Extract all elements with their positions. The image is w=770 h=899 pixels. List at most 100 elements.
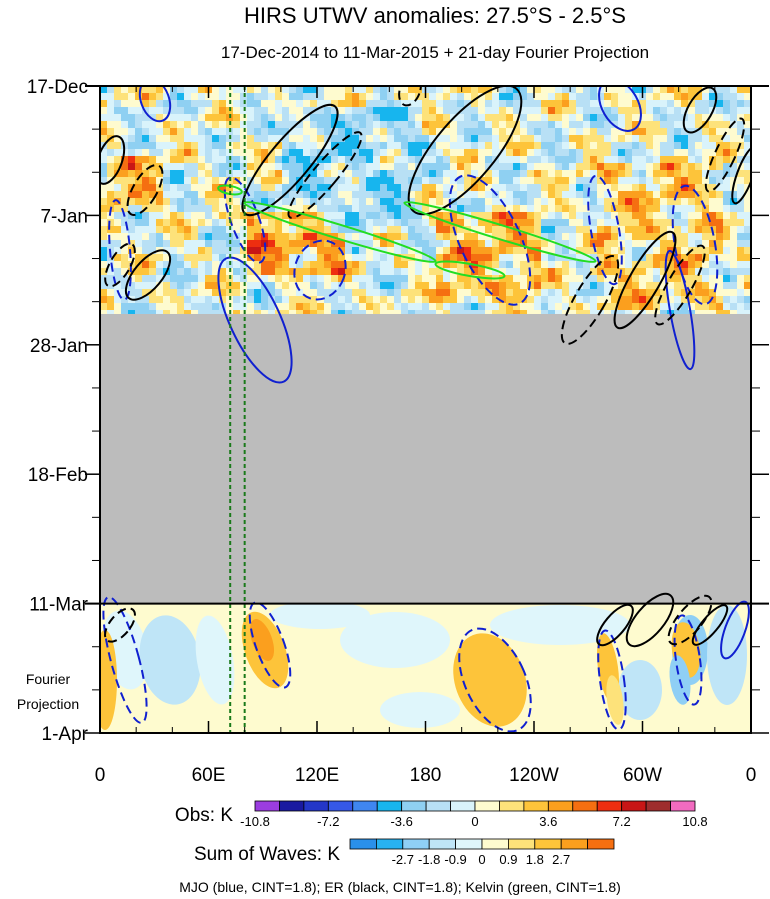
obs-cell [114, 219, 122, 227]
obs-cell [730, 303, 738, 311]
obs-cell [331, 247, 339, 255]
obs-cell [695, 93, 703, 101]
obs-cell [646, 261, 654, 269]
obs-cell [282, 100, 290, 108]
obs-cell [541, 268, 549, 276]
obs-cell [373, 289, 381, 297]
obs-cell [443, 177, 451, 185]
obs-cell [408, 184, 416, 192]
x-tick-label: 60E [192, 765, 226, 786]
obs-cell [296, 205, 304, 213]
obs-cell [457, 303, 465, 311]
obs-cell [555, 142, 563, 150]
obs-cell [464, 177, 472, 185]
obs-cell [338, 254, 346, 262]
obs-cell [562, 310, 570, 314]
obs-cell [499, 86, 507, 94]
obs-cell [303, 100, 311, 108]
obs-cell [562, 135, 570, 143]
obs-cell [156, 86, 164, 94]
obs-cell [219, 163, 227, 171]
obs-cell [373, 86, 381, 94]
obs-cell [702, 275, 710, 283]
obs-cell [408, 310, 416, 314]
obs-cell [709, 100, 717, 108]
obs-cell [590, 212, 598, 220]
obs-cell [639, 163, 647, 171]
obs-cell [247, 310, 255, 314]
obs-cell [590, 310, 598, 314]
obs-cell [436, 198, 444, 206]
obs-cell [219, 289, 227, 297]
obs-cell [513, 198, 521, 206]
obs-cell [212, 212, 220, 220]
obs-cell [324, 156, 332, 164]
obs-cell [191, 142, 199, 150]
obs-cell [296, 114, 304, 122]
obs-cell [275, 296, 283, 304]
obs-cell [142, 247, 150, 255]
obs-cell [457, 198, 465, 206]
obs-cell [401, 205, 409, 213]
obs-cell [331, 142, 339, 150]
obs-cell [422, 289, 430, 297]
obs-cell [520, 184, 528, 192]
y-tick-label: 1-Apr [42, 724, 89, 745]
obs-cell [555, 205, 563, 213]
obs-cell [457, 163, 465, 171]
obs-cell [632, 149, 640, 157]
obs-cell [191, 310, 199, 314]
obs-cell [268, 135, 276, 143]
obs-cell [541, 121, 549, 129]
obs-cell [296, 247, 304, 255]
obs-cell [429, 226, 437, 234]
obs-cell [541, 128, 549, 136]
obs-cell [660, 205, 668, 213]
obs-cell [275, 93, 283, 101]
obs-cell [100, 240, 108, 248]
obs-cell [548, 128, 556, 136]
obs-cell [149, 114, 157, 122]
obs-cell [562, 191, 570, 199]
obs-cell [191, 177, 199, 185]
obs-cell [380, 163, 388, 171]
obs-cell [212, 93, 220, 101]
obs-cell [268, 240, 276, 248]
obs-cell [338, 296, 346, 304]
obs-cell [177, 240, 185, 248]
obs-cell [135, 275, 143, 283]
obs-cell [555, 135, 563, 143]
obs-cell [737, 212, 745, 220]
obs-cell [499, 219, 507, 227]
obs-cell [366, 282, 374, 290]
obs-cell [408, 107, 416, 115]
obs-cell [520, 198, 528, 206]
obs-cell [114, 156, 122, 164]
obs-cell [695, 114, 703, 122]
obs-cell [100, 296, 108, 304]
obs-cell [177, 114, 185, 122]
obs-cell [359, 247, 367, 255]
obs-cell [443, 86, 451, 94]
obs-cell [625, 219, 633, 227]
obs-cell [121, 219, 129, 227]
obs-cell [716, 156, 724, 164]
obs-cell [107, 86, 115, 94]
obs-cell [702, 240, 710, 248]
obs-cell [632, 114, 640, 122]
obs-cell [632, 303, 640, 311]
obs-cell [352, 219, 360, 227]
obs-cell [422, 226, 430, 234]
obs-cell [261, 86, 269, 94]
obs-cell [198, 261, 206, 269]
obs-cell [527, 282, 535, 290]
obs-cell [156, 149, 164, 157]
obs-cell [527, 198, 535, 206]
obs-cell [135, 107, 143, 115]
obs-cell [688, 100, 696, 108]
obs-cell [366, 247, 374, 255]
obs-cell [373, 114, 381, 122]
obs-cell [198, 184, 206, 192]
obs-cell [667, 205, 675, 213]
obs-cell [100, 310, 108, 314]
